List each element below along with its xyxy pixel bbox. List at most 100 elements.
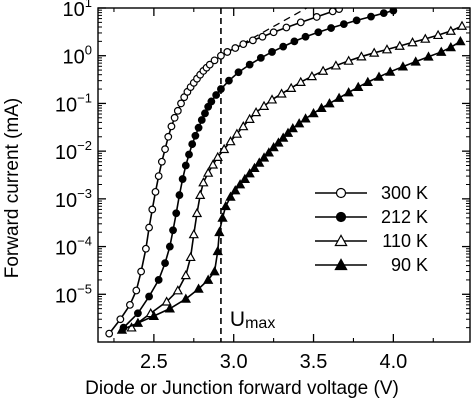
series-212-k	[119, 8, 398, 332]
data-point	[327, 24, 335, 32]
data-point	[367, 12, 375, 21]
legend-marker	[335, 211, 347, 223]
legend-entry: 90 K	[315, 255, 428, 275]
data-point	[300, 113, 311, 123]
data-point	[290, 37, 299, 46]
data-point	[379, 9, 388, 18]
data-point	[362, 76, 373, 86]
data-point	[276, 88, 287, 98]
data-point	[214, 226, 225, 237]
data-point	[203, 167, 214, 177]
data-point	[258, 152, 270, 162]
y-tick-label: 10−1	[55, 90, 92, 116]
data-point	[385, 66, 396, 76]
data-point	[161, 296, 172, 306]
data-point	[324, 98, 335, 108]
data-point	[145, 223, 153, 232]
data-point	[148, 310, 160, 320]
legend-label: 90 K	[391, 255, 428, 275]
data-point	[195, 189, 206, 199]
plot-frame	[97, 7, 471, 343]
data-point	[191, 207, 203, 218]
data-point	[373, 71, 385, 81]
data-point	[343, 55, 354, 65]
data-point	[203, 274, 214, 284]
legend-marker	[334, 234, 348, 247]
data-point	[231, 128, 243, 138]
x-tick-label: 3.0	[220, 351, 248, 373]
plot-border	[97, 7, 471, 343]
data-point	[249, 162, 260, 173]
series-90-k	[116, 35, 466, 334]
data-point	[352, 16, 361, 25]
data-point	[256, 53, 265, 62]
legend-entry: 300 K	[315, 183, 428, 203]
umax-label: Umax	[230, 308, 275, 332]
data-point	[263, 147, 274, 157]
data-point	[238, 121, 249, 131]
data-point	[217, 51, 225, 60]
x-axis-title: Diode or Junction forward voltage (V)	[85, 378, 399, 399]
data-point	[132, 286, 141, 295]
data-point	[308, 107, 319, 118]
data-point	[165, 242, 174, 251]
data-point	[333, 92, 345, 102]
data-point	[445, 41, 456, 52]
data-point	[410, 56, 421, 66]
data-point	[394, 40, 405, 50]
data-point	[141, 244, 150, 253]
data-point	[137, 267, 146, 276]
data-point	[317, 65, 329, 75]
data-point	[369, 47, 380, 57]
data-point	[126, 300, 134, 309]
data-point	[230, 185, 241, 195]
data-point	[273, 137, 284, 147]
data-point	[169, 226, 177, 235]
data-point	[116, 324, 128, 334]
data-point	[397, 61, 409, 71]
legend-entry: 110 K	[315, 231, 428, 251]
data-point	[282, 127, 294, 137]
data-point	[209, 266, 220, 276]
data-point	[207, 97, 216, 106]
legend-label: 212 K	[381, 207, 428, 227]
data-point	[212, 91, 221, 99]
data-point	[223, 48, 232, 56]
data-point	[250, 106, 262, 117]
data-point	[185, 150, 193, 159]
x-tick-label: 4.0	[379, 351, 407, 373]
data-point	[217, 212, 228, 222]
data-point	[167, 122, 176, 131]
data-point	[193, 283, 204, 293]
data-point	[339, 20, 348, 28]
series-300-k	[105, 8, 343, 338]
data-point	[105, 329, 114, 338]
data-point	[207, 159, 219, 169]
data-point	[212, 245, 223, 256]
data-point	[296, 18, 305, 27]
data-point	[234, 68, 243, 77]
data-point	[282, 23, 291, 32]
data-point	[254, 157, 265, 167]
data-point	[314, 28, 323, 37]
data-point	[217, 85, 225, 93]
y-tick-label: 101	[63, 0, 92, 21]
data-point	[170, 113, 179, 122]
data-point	[353, 81, 364, 91]
y-tick-label: 10−2	[55, 138, 92, 164]
data-point	[151, 187, 160, 196]
data-point	[335, 8, 343, 13]
axis-ticks: 2.5 3.0 3.5 4.0 10−5 10−4 10−3 10−2 10−1 100 101 Um…	[55, 0, 470, 373]
data-point	[456, 20, 468, 30]
data-point	[234, 179, 246, 189]
legend-marker	[335, 187, 347, 199]
data-point	[154, 172, 163, 180]
data-point	[420, 33, 431, 43]
data-point	[301, 32, 310, 41]
data-point	[306, 70, 318, 81]
data-point	[188, 140, 197, 149]
data-point	[116, 315, 125, 324]
data-point	[445, 25, 456, 35]
data-point	[161, 145, 169, 154]
